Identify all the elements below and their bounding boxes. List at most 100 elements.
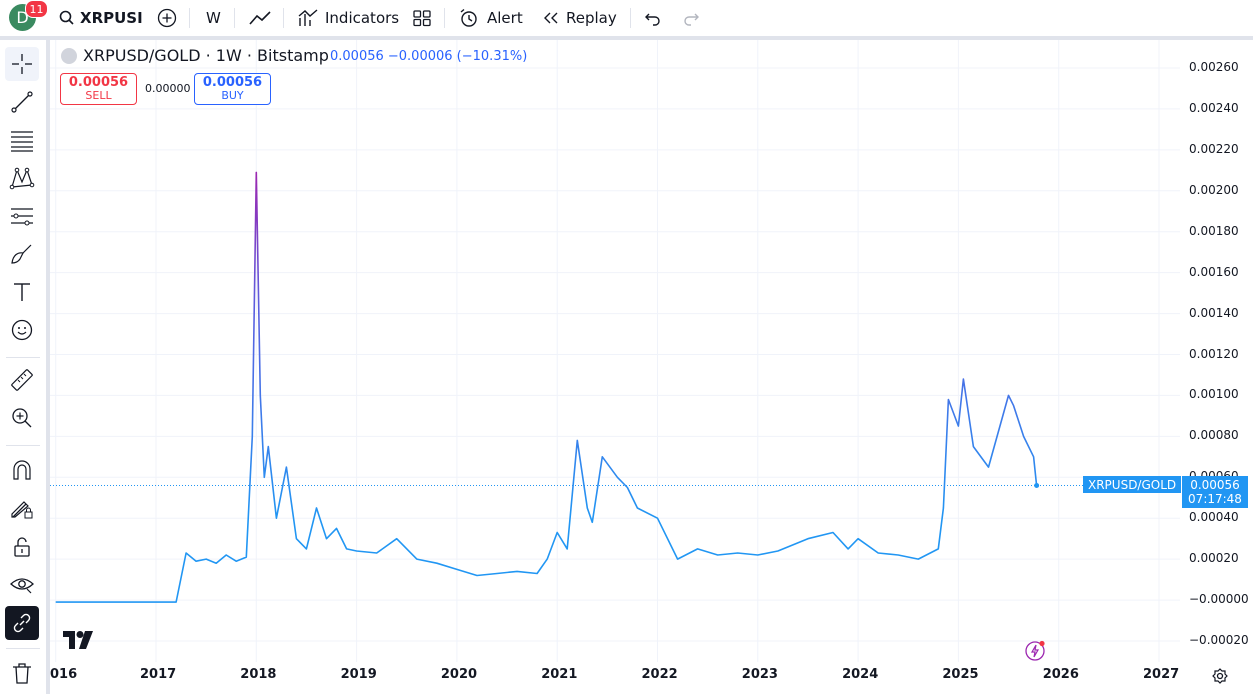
price-tick-label: −0.00000 [1189,592,1249,607]
time-tick-label: 2019 [340,667,377,682]
sell-price: 0.00056 [68,75,129,91]
price-tick-label: 0.00020 [1189,551,1239,566]
price-tick-label: 0.00240 [1189,100,1239,115]
fib-lines-icon [11,131,33,152]
text-icon [14,283,30,301]
price-chart[interactable] [50,40,1253,694]
eye-icon [10,578,34,594]
link-icon [13,613,31,633]
indicators-label: Indicators [325,9,400,27]
crosshair-tool[interactable] [5,47,39,81]
lock-drawings-tool[interactable] [5,530,39,564]
time-tick-label: 2020 [440,667,478,682]
replay-button[interactable]: Replay [542,0,617,36]
crosshair-icon [12,54,32,74]
price-tick-label: 0.00100 [1189,387,1239,402]
undo-icon [645,13,660,26]
drawing-toolbar [0,40,46,694]
forecast-icon [11,208,33,226]
redo-button[interactable] [681,0,701,36]
replay-label: Replay [566,9,617,27]
buy-price: 0.00056 [202,75,263,91]
ruler-icon [11,369,33,391]
divider [444,8,445,28]
magnet-icon [13,460,31,480]
zoom-tool[interactable] [5,401,39,435]
spread-value: 0.00000 [145,82,191,95]
notification-count: 11 [29,2,44,16]
trend-line-tool[interactable] [5,85,39,119]
toolbar-separator [46,40,50,694]
brush-tool[interactable] [5,237,39,271]
events-button[interactable] [1024,639,1048,667]
time-tick-label: 2018 [240,667,277,682]
time-tick-label: 2022 [641,667,678,682]
drawing-mode-tool[interactable] [5,491,39,525]
price-series-line [55,171,1038,603]
interval-button[interactable]: W [206,0,221,36]
remove-drawings-tool[interactable] [5,656,39,690]
divider [234,8,235,28]
price-tick-label: 0.00200 [1189,182,1239,197]
hide-drawings-tool[interactable] [5,567,39,601]
alarm-clock-icon [460,8,477,27]
sell-label: SELL [85,89,112,103]
price-tick-label: 0.00180 [1189,223,1239,238]
divider [283,8,284,28]
alert-label: Alert [487,9,523,27]
redo-icon [684,13,699,26]
unlock-icon [14,537,30,557]
symbol-search-button[interactable]: XRPUSI [58,0,143,36]
tradingview-logo-icon [63,631,93,649]
buy-label: BUY [221,89,244,103]
text-tool[interactable] [5,275,39,309]
compare-button[interactable] [156,0,178,36]
lightning-icon [1025,640,1045,661]
forecast-tool[interactable] [5,199,39,233]
chart-settings-button[interactable] [1211,667,1229,689]
chart-grid [50,40,1180,662]
price-tick-label: 0.00220 [1189,141,1239,156]
price-tick-label: 0.00120 [1189,346,1239,361]
line-chart-icon [249,11,271,25]
interval-label: W [206,9,221,27]
buy-button[interactable]: 0.00056 BUY [194,73,271,105]
series-name-tag: XRPUSD/GOLD [1083,476,1182,493]
time-tick-label: 2026 [1042,667,1079,682]
divider [6,648,40,649]
symbol-name: XRPUSI [80,9,143,27]
emoji-tool[interactable] [5,313,39,347]
sync-drawings-tool[interactable] [5,606,39,640]
indicators-button[interactable]: Indicators [297,0,399,36]
price-tick-label: 0.00080 [1189,428,1239,443]
indicators-icon [298,9,318,26]
pattern-icon [9,167,35,190]
price-tick-label: −0.00020 [1189,633,1249,647]
legend-values: 0.00056 −0.00006 (−10.31%) [330,49,528,64]
pattern-tool[interactable] [5,161,39,195]
chart-type-button[interactable] [248,0,272,36]
price-tick-label: 0.00160 [1189,264,1239,279]
measure-tool[interactable] [5,363,39,397]
legend-close-button[interactable] [61,48,77,64]
last-price: 0.00056 [1190,477,1240,492]
time-tick-label: 2027 [1143,667,1180,682]
legend-title: XRPUSD/GOLD · 1W · Bitstamp [83,46,329,65]
magnet-tool[interactable] [5,453,39,487]
sell-button[interactable]: 0.00056 SELL [60,73,137,105]
divider [189,8,190,28]
gear-icon [1212,668,1228,684]
tradingview-logo[interactable] [63,631,95,653]
trend-line-icon [11,91,33,113]
price-tick-label: 0.00140 [1189,305,1239,320]
fib-retracement-tool[interactable] [5,123,39,157]
pencil-lock-icon [11,501,33,519]
divider [6,445,40,446]
time-tick-label: 2017 [140,667,177,682]
bar-countdown: 07:17:48 [1188,492,1242,506]
time-tick-label: 016 [50,667,78,682]
layouts-button[interactable] [412,0,432,36]
top-toolbar [0,0,1253,36]
alert-button[interactable]: Alert [458,0,523,36]
undo-button[interactable] [643,0,663,36]
